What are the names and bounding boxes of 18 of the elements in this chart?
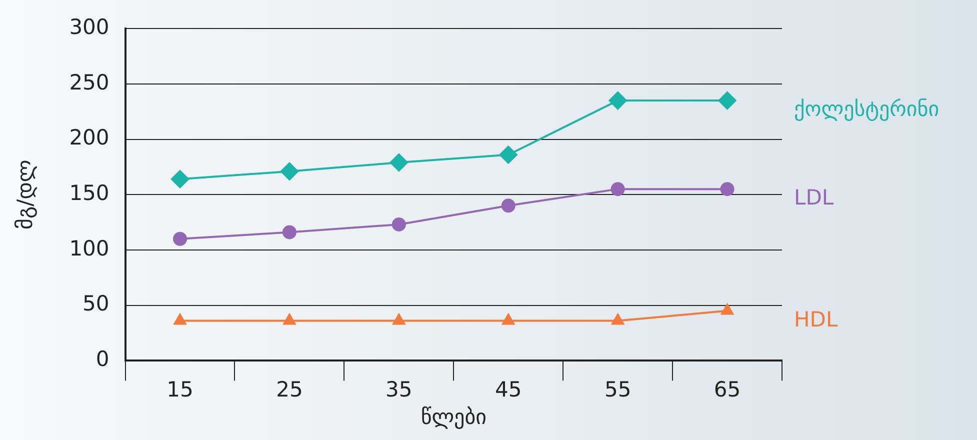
x-tick-label: 65 [714,378,741,402]
x-tick-label: 15 [166,378,194,402]
text: LDL [794,186,834,210]
y-tick-label: 200 [69,126,110,150]
y-tick-label: 100 [69,236,110,260]
text: ქოლესტერინი [794,96,940,121]
y-tick-label: 50 [82,292,110,316]
y-tick-label: 150 [69,181,110,206]
y-tick-label: 0 [96,347,110,372]
text: HDL [794,307,838,332]
x-axis-title: წლები [420,404,486,429]
x-tick-label: 55 [604,378,632,402]
x-tick-label: 35 [386,378,412,402]
x-tick-label: 45 [495,378,522,402]
y-tick-label: 250 [69,70,110,94]
y-axis-title: მგ/დლ [13,160,38,230]
x-tick-label: 25 [276,378,303,402]
y-tick-label: 300 [69,15,110,40]
